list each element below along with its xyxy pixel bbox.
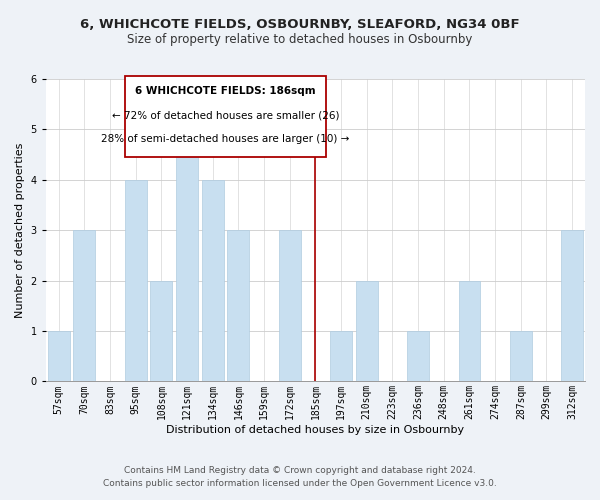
Bar (151, 280, 172, 382)
FancyBboxPatch shape (125, 76, 326, 157)
Bar (48, 331, 70, 382)
Bar (202, 180, 224, 382)
Text: 28% of semi-detached houses are larger (10) →: 28% of semi-detached houses are larger (… (101, 134, 350, 144)
Text: 6, WHICHCOTE FIELDS, OSBOURNBY, SLEAFORD, NG34 0BF: 6, WHICHCOTE FIELDS, OSBOURNBY, SLEAFORD… (80, 18, 520, 30)
Bar (458, 280, 481, 382)
Text: Contains HM Land Registry data © Crown copyright and database right 2024.
Contai: Contains HM Land Registry data © Crown c… (103, 466, 497, 487)
Y-axis label: Number of detached properties: Number of detached properties (15, 142, 25, 318)
Bar (279, 230, 301, 382)
Text: 6 WHICHCOTE FIELDS: 186sqm: 6 WHICHCOTE FIELDS: 186sqm (135, 86, 316, 96)
Bar (227, 230, 250, 382)
Bar (561, 230, 583, 382)
Bar (125, 180, 146, 382)
Text: Size of property relative to detached houses in Osbournby: Size of property relative to detached ho… (127, 32, 473, 46)
Bar (330, 331, 352, 382)
X-axis label: Distribution of detached houses by size in Osbournby: Distribution of detached houses by size … (166, 425, 464, 435)
Text: ← 72% of detached houses are smaller (26): ← 72% of detached houses are smaller (26… (112, 110, 340, 120)
Bar (510, 331, 532, 382)
Bar (176, 130, 198, 382)
Bar (407, 331, 429, 382)
Bar (356, 280, 377, 382)
Bar (73, 230, 95, 382)
